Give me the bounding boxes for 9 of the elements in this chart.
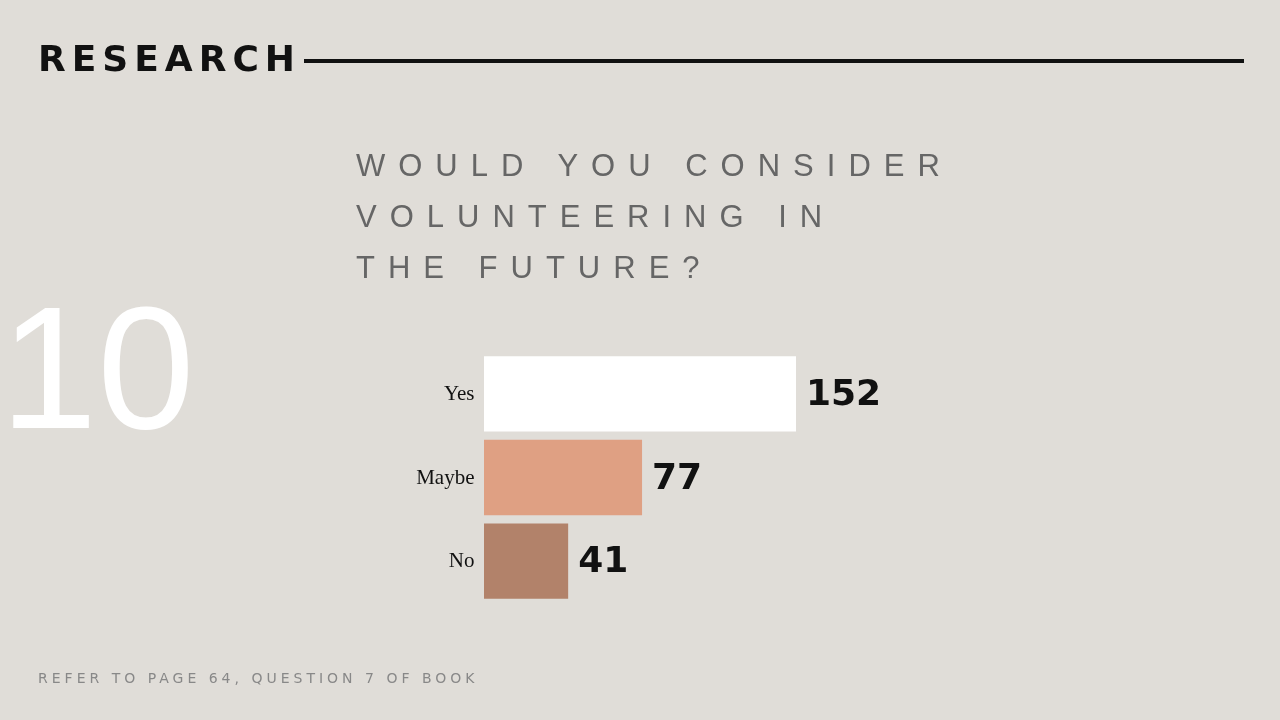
text: RESEARCH <box>38 38 301 79</box>
y-tick-label: Maybe <box>416 464 475 489</box>
data-label: 152 <box>806 371 882 413</box>
data-label: 41 <box>578 539 629 581</box>
text: REFER TO PAGE 64, QUESTION 7 OF BOOK <box>38 670 479 686</box>
y-tick-label: Yes <box>443 380 475 405</box>
chart-subtitle: WOULD YOU CONSIDER VOLUNTEERING IN THE FUTURE? <box>356 147 954 287</box>
data-label: 77 <box>652 455 703 497</box>
y-tick-label: No <box>448 548 475 573</box>
